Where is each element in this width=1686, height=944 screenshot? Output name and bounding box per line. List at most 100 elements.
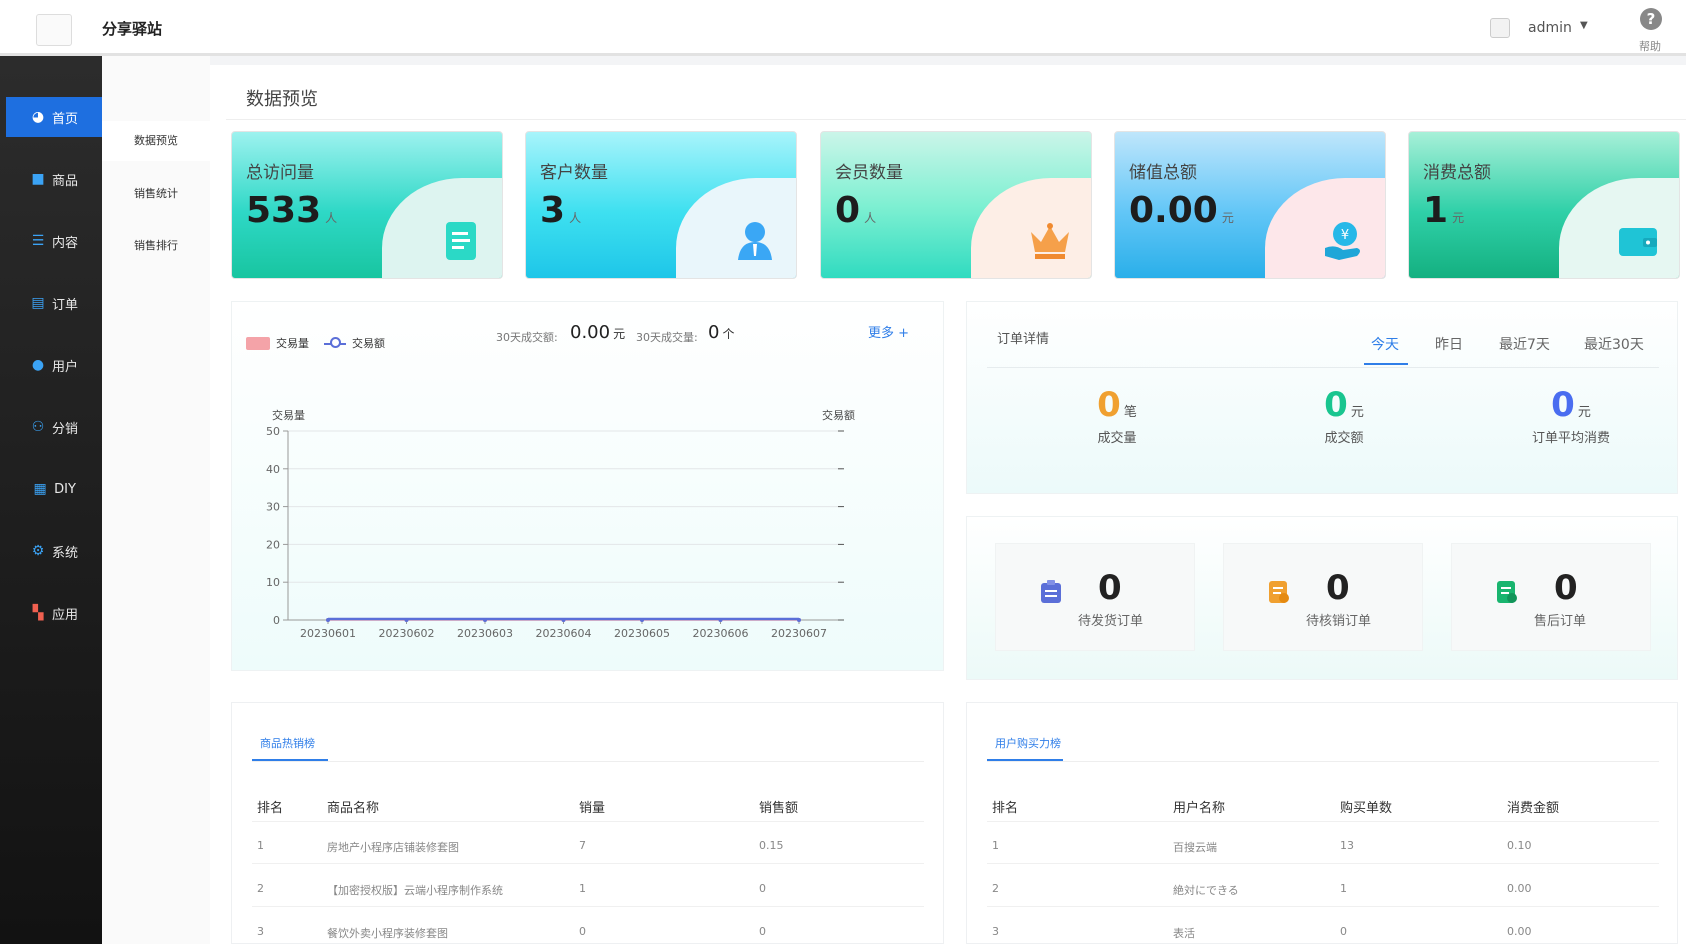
column-header: 销售额	[759, 801, 799, 816]
column-header: 购买单数	[1340, 801, 1393, 816]
table-cell: 0.15	[759, 839, 784, 852]
y-axis-title-right: 交易额	[822, 408, 855, 422]
stat-card-visits[interactable]: 总访问量 533 人	[231, 131, 503, 279]
page-title: 数据预览	[246, 89, 318, 110]
tab-today[interactable]: 今天	[1371, 337, 1399, 353]
brand-name: 分享驿站	[102, 20, 163, 38]
x-tick-label: 20230605	[614, 627, 670, 640]
table-cell: 1	[579, 882, 586, 895]
legend-amount-marker[interactable]	[330, 337, 341, 348]
sidebar-item-users[interactable]: ● 用户	[6, 345, 102, 385]
pending-label: 待核销订单	[1306, 614, 1372, 629]
table-cell: 3	[992, 925, 999, 938]
user-avatar[interactable]	[1490, 18, 1510, 38]
x-tick-label: 20230601	[300, 627, 356, 640]
divider	[252, 761, 924, 762]
pie-chart-icon: ◕	[31, 109, 45, 125]
layout-icon: ▦	[33, 481, 47, 497]
sidebar-item-label: 商品	[51, 173, 78, 189]
table-cell: 13	[1340, 839, 1354, 852]
sidebar-item-label: 分销	[51, 421, 78, 437]
more-link[interactable]: 更多 +	[868, 326, 910, 341]
table-cell: 0	[759, 925, 766, 938]
tab-hot-products[interactable]: 商品热销榜	[260, 737, 315, 750]
table-cell: 1	[257, 839, 264, 852]
user-power-panel: 用户购买力榜 排名 用户名称 购买单数 消费金额 1 百搜云端 13 0.10 …	[966, 702, 1678, 944]
x-tick-label: 20230603	[457, 627, 513, 640]
logo-image	[36, 14, 72, 46]
sidebar-item-distribution[interactable]: ⚇ 分销	[6, 407, 102, 447]
sidebar-item-label: 应用	[51, 607, 78, 623]
legend-volume-swatch[interactable]	[246, 337, 270, 350]
column-header: 销量	[579, 801, 606, 816]
stat-card-stored-value[interactable]: 储值总额 0.00 元 ¥	[1114, 131, 1386, 279]
x-tick-label: 20230602	[379, 627, 435, 640]
sidebar-item-label: 用户	[51, 359, 78, 375]
sidebar-item-products[interactable]: ■ 商品	[6, 159, 102, 199]
subnav-item-data-preview[interactable]: 数据预览	[102, 121, 210, 161]
table-cell: 1	[1340, 882, 1347, 895]
pending-value: 0	[1554, 568, 1578, 608]
subnav-item-sales-stats[interactable]: 销售统计	[134, 187, 178, 200]
document-icon	[446, 222, 476, 260]
stat-30d-amount: 0.00 元	[570, 322, 626, 343]
sidebar-item-label: 首页	[51, 111, 78, 127]
table-cell: 表活	[1173, 927, 1195, 940]
tab-last-30-days[interactable]: 最近30天	[1584, 337, 1644, 353]
pending-orders-panel: 0 待发货订单 0 待核销订单 0 售后订单	[966, 516, 1678, 680]
legend-amount-label[interactable]: 交易额	[352, 337, 385, 350]
card-title: 储值总额	[1129, 163, 1197, 183]
table-cell: 百搜云端	[1173, 841, 1217, 854]
tab-last-7-days[interactable]: 最近7天	[1499, 337, 1550, 353]
sidebar-item-apps[interactable]: ▚ 应用	[6, 593, 102, 633]
divider	[987, 761, 1659, 762]
sidebar-item-label: 订单	[51, 297, 78, 313]
users-icon: ⚇	[31, 419, 45, 435]
table-cell: 絶対にできる	[1173, 884, 1239, 897]
subnav-item-sales-rank[interactable]: 销售排行	[134, 239, 178, 252]
after-sale-box[interactable]: 0 售后订单	[1451, 543, 1651, 651]
x-tick-label: 20230607	[771, 627, 827, 640]
help-label[interactable]: 帮助	[1639, 40, 1661, 53]
pending-verification-box[interactable]: 0 待核销订单	[1223, 543, 1423, 651]
user-icon: ●	[31, 357, 45, 373]
sidebar-item-orders[interactable]: ▤ 订单	[6, 283, 102, 323]
stat-30d-amount-label: 30天成交额:	[496, 331, 558, 344]
metric-label: 订单平均消费	[1531, 431, 1610, 446]
help-icon[interactable]: ?	[1640, 8, 1662, 30]
wallet-icon	[1619, 228, 1657, 256]
y-tick-label: 10	[266, 576, 280, 589]
hot-products-panel: 商品热销榜 排名 商品名称 销量 销售额 1 房地产小程序店铺装修套图 7 0.…	[231, 702, 944, 944]
table-cell: 3	[257, 925, 264, 938]
card-title: 会员数量	[835, 163, 903, 183]
pending-label: 售后订单	[1534, 614, 1587, 629]
legend-volume-label[interactable]: 交易量	[276, 337, 309, 350]
tab-user-power[interactable]: 用户购买力榜	[995, 737, 1061, 750]
money-hand-icon: ¥	[1325, 222, 1360, 260]
sidebar-item-label: 系统	[51, 545, 78, 561]
sidebar-item-diy[interactable]: ▦ DIY	[6, 469, 102, 509]
pending-value: 0	[1326, 568, 1350, 608]
chevron-down-icon[interactable]: ▼	[1580, 20, 1588, 31]
divider	[987, 367, 1659, 368]
sidebar-item-home[interactable]: ◕ 首页	[6, 97, 102, 137]
active-tab-indicator	[252, 759, 328, 761]
user-name[interactable]: admin	[1528, 20, 1572, 36]
pending-shipment-box[interactable]: 0 待发货订单	[995, 543, 1195, 651]
metric-label: 成交额	[1324, 431, 1364, 446]
sidebar-item-system[interactable]: ⚙ 系统	[6, 531, 102, 571]
pending-value: 0	[1098, 568, 1122, 608]
tab-yesterday[interactable]: 昨日	[1435, 337, 1463, 353]
table-cell: 7	[579, 839, 586, 852]
sidebar-item-content[interactable]: ☰ 内容	[6, 221, 102, 261]
x-tick-label: 20230604	[536, 627, 592, 640]
